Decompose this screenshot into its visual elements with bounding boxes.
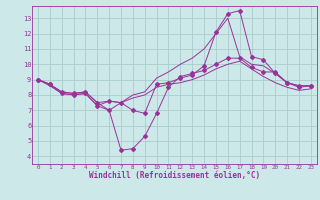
X-axis label: Windchill (Refroidissement éolien,°C): Windchill (Refroidissement éolien,°C) (89, 171, 260, 180)
